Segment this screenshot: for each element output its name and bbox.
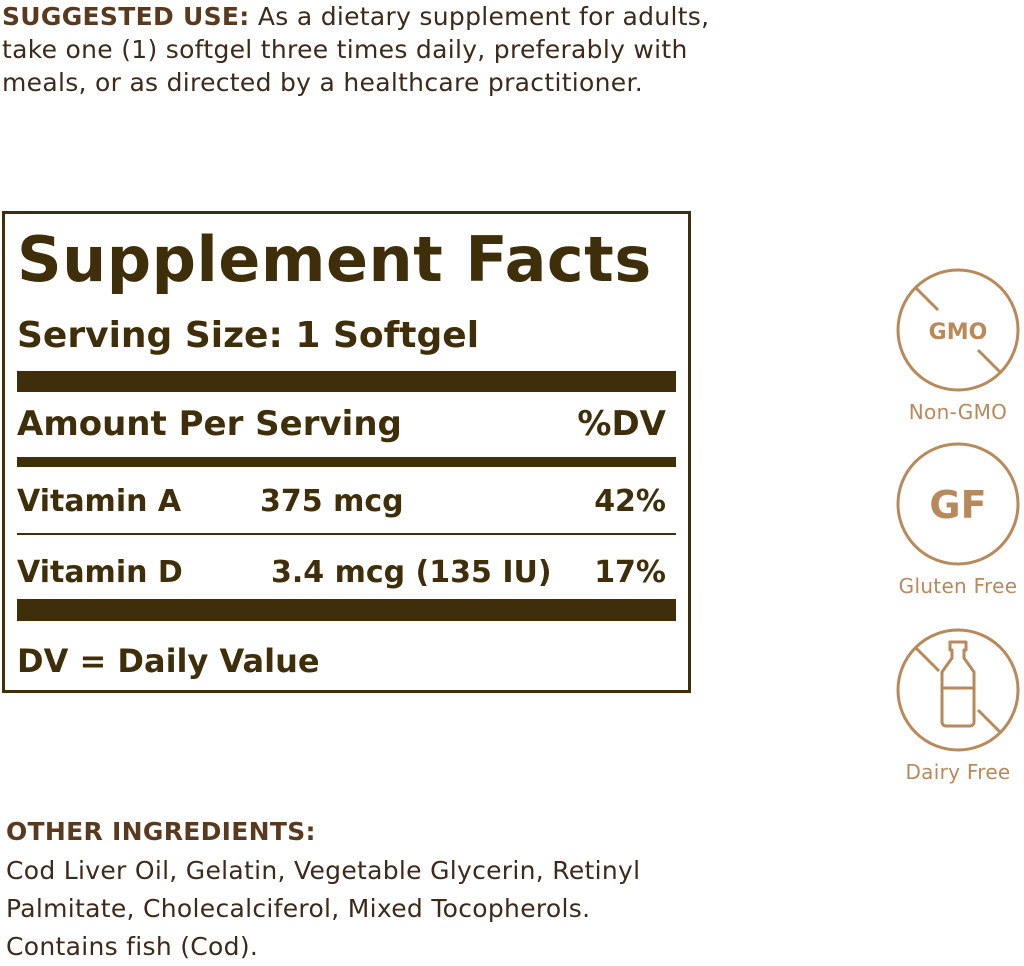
supplement-facts-panel: Supplement Facts Serving Size: 1 Softgel… — [2, 211, 691, 693]
badge-label: Non-GMO — [908, 400, 1008, 424]
medium-divider — [17, 457, 676, 467]
nutrient-amount: 375 mcg — [260, 484, 404, 519]
suggested-use-line: take one (1) softgel three times daily, … — [2, 35, 688, 64]
nutrient-dv: 42% — [594, 484, 666, 519]
suggested-use-line: meals, or as directed by a healthcare pr… — [2, 68, 643, 97]
no-dairy-bottle-icon — [896, 628, 1020, 752]
nutrient-amount: 3.4 mcg (135 IU) — [271, 555, 552, 590]
nutrient-name: Vitamin D — [17, 555, 183, 590]
badge-gluten-free: GF Gluten Free — [893, 440, 1023, 598]
badge-label: Dairy Free — [905, 760, 1011, 784]
badge-dairy-free: Dairy Free — [893, 626, 1023, 784]
no-gmo-icon: GMO — [896, 268, 1020, 392]
thick-divider — [17, 599, 676, 621]
gf-text: GF — [929, 483, 986, 527]
nutrient-dv: 17% — [594, 555, 666, 590]
suggested-use-text: As a dietary supplement for adults, — [249, 2, 710, 31]
ingredients-line: Contains fish (Cod). — [6, 932, 259, 961]
nutrient-row: Vitamin A 375 mcg 42% — [17, 482, 676, 522]
nutrient-name: Vitamin A — [17, 484, 182, 519]
ingredients-line: Palmitate, Cholecalciferol, Mixed Tocoph… — [6, 894, 591, 923]
thin-divider — [17, 533, 676, 535]
badge-label: Gluten Free — [898, 574, 1018, 598]
suggested-use: SUGGESTED USE: As a dietary supplement f… — [2, 0, 802, 99]
dv-header: %DV — [577, 404, 666, 444]
suggested-use-label: SUGGESTED USE: — [2, 2, 250, 31]
dv-footnote: DV = Daily Value — [17, 642, 320, 680]
thick-divider — [17, 371, 676, 392]
gmo-text: GMO — [929, 320, 988, 345]
gluten-free-icon: GF — [896, 442, 1020, 566]
facts-title: Supplement Facts — [17, 223, 652, 296]
badge-non-gmo: GMO Non-GMO — [893, 266, 1023, 424]
nutrient-row: Vitamin D 3.4 mcg (135 IU) 17% — [17, 553, 676, 593]
ingredients-line: Cod Liver Oil, Gelatin, Vegetable Glycer… — [6, 856, 641, 885]
suggested-use-line: SUGGESTED USE: As a dietary supplement f… — [2, 0, 802, 33]
amount-header: Amount Per Serving %DV — [17, 402, 676, 446]
amount-per-serving-label: Amount Per Serving — [17, 404, 402, 444]
other-ingredients-heading: OTHER INGREDIENTS: — [6, 817, 316, 846]
other-ingredients: OTHER INGREDIENTS: Cod Liver Oil, Gelati… — [6, 814, 806, 966]
serving-size: Serving Size: 1 Softgel — [17, 315, 480, 356]
